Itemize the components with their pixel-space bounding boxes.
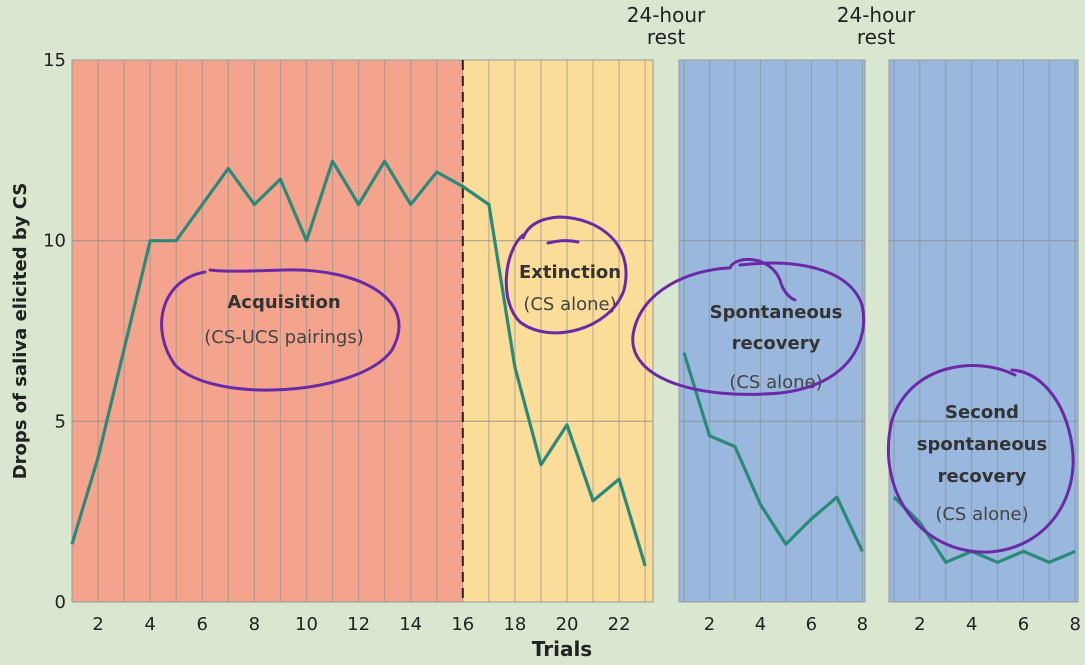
- extinction-label: Extinction: [519, 262, 621, 283]
- x-tick-label: 6: [197, 614, 208, 635]
- second-recovery-region: [889, 60, 1078, 602]
- spontaneous-recovery-circle: [631, 261, 866, 396]
- x-tick-label: 8: [249, 614, 260, 635]
- x-tick-label: 18: [503, 614, 526, 635]
- acquisition-label: Acquisition: [227, 292, 340, 313]
- spontaneous-recovery-label-line: recovery: [732, 333, 821, 354]
- x-tick-label: 12: [347, 614, 370, 635]
- spontaneous-recovery-circle-tail: [728, 257, 797, 302]
- x-axis-label: Trials: [532, 637, 592, 661]
- x-tick-label: 6: [806, 614, 817, 635]
- second-recovery-label-line: spontaneous: [917, 434, 1047, 455]
- rest-label: 24-hour rest: [837, 3, 916, 49]
- x-tick-label: 2: [914, 614, 925, 635]
- y-tick-label: 5: [55, 411, 66, 432]
- panel-frame: [888, 59, 1079, 603]
- spontaneous-recovery-label: Spontaneous recovery: [710, 302, 843, 354]
- x-tick-label: 8: [1070, 614, 1081, 635]
- y-tick-label: 10: [43, 231, 66, 252]
- rest-label-line: rest: [857, 25, 896, 49]
- panel-frame: [678, 59, 866, 603]
- extinction-region: [462, 60, 653, 602]
- spontaneous-recovery-sublabel: (CS alone): [729, 372, 822, 393]
- y-tick-label: 0: [55, 592, 66, 613]
- x-tick-label: 4: [966, 614, 977, 635]
- x-tick-label: 2: [92, 614, 103, 635]
- second-recovery-circle: [886, 363, 1075, 554]
- extinction-sublabel: (CS alone): [523, 294, 616, 315]
- rest-label: 24-hour rest: [627, 3, 706, 49]
- second-recovery-label: Second spontaneous recovery: [917, 402, 1047, 487]
- y-axis-label: Drops of saliva elicited by CS: [10, 183, 31, 480]
- rest-label-line: 24-hour: [837, 3, 916, 27]
- x-tick-label: 2: [704, 614, 715, 635]
- x-tick-label: 16: [451, 614, 474, 635]
- acquisition-sublabel: (CS-UCS pairings): [204, 327, 364, 348]
- x-tick-label: 8: [857, 614, 868, 635]
- second-recovery-sublabel: (CS alone): [935, 504, 1028, 525]
- spontaneous-recovery-label-line: Spontaneous: [710, 302, 843, 323]
- x-tick-label: 20: [556, 614, 579, 635]
- x-tick-label: 4: [755, 614, 766, 635]
- extinction-circle-mark: [546, 239, 580, 245]
- rest-label-line: 24-hour: [627, 3, 706, 27]
- second-recovery-label-line: Second: [945, 402, 1019, 423]
- rest-label-line: rest: [647, 25, 686, 49]
- x-tick-label: 10: [295, 614, 318, 635]
- acquisition-circle: [160, 268, 401, 392]
- panel-frame: [71, 59, 654, 603]
- x-tick-label: 14: [399, 614, 422, 635]
- x-tick-label: 22: [608, 614, 631, 635]
- series-line: [70, 159, 647, 567]
- series-line: [682, 352, 864, 553]
- x-tick-label: 4: [144, 614, 155, 635]
- x-tick-label: 6: [1018, 614, 1029, 635]
- y-tick-label: 15: [43, 50, 66, 71]
- extinction-circle: [504, 215, 628, 335]
- second-recovery-label-line: recovery: [938, 466, 1027, 487]
